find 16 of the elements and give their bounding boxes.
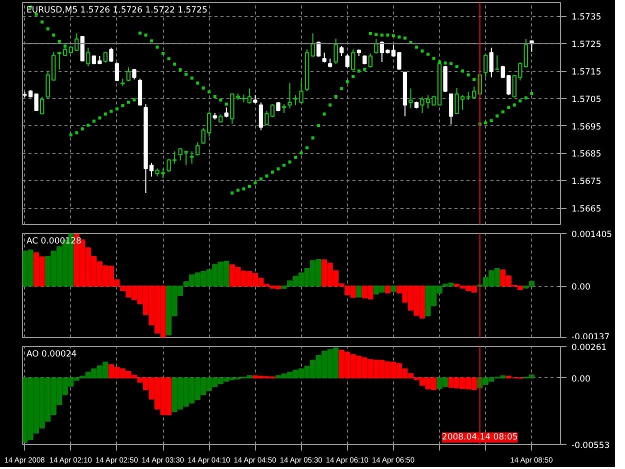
y-tick-label: -0.00553 bbox=[572, 441, 610, 451]
y-tick-label: 0.00 bbox=[572, 282, 590, 293]
ref-line-label: 2008.04.14 08:05 bbox=[442, 432, 518, 442]
y-tick-label: 1.5685 bbox=[572, 150, 602, 160]
y-tick-label: 0.00261 bbox=[572, 343, 607, 353]
y-tick-label: 1.5725 bbox=[572, 40, 602, 50]
y-tick-label: 1.5675 bbox=[572, 177, 602, 188]
chart-title: EURUSD,M5 1.5726 1.5726 1.5722 1.5725 bbox=[26, 6, 208, 16]
y-tick-label: 0.001405 bbox=[572, 230, 612, 240]
y-tick-label: 0.00 bbox=[572, 374, 590, 384]
y-tick-label: 1.5715 bbox=[572, 68, 602, 78]
y-tick-label: 1.5695 bbox=[572, 122, 602, 132]
y-tick-label: 1.5665 bbox=[572, 204, 602, 215]
chart-title: AO 0.00024 bbox=[26, 350, 77, 360]
y-tick-label: 1.5705 bbox=[572, 94, 602, 105]
y-tick-label: 1.5735 bbox=[572, 12, 602, 23]
